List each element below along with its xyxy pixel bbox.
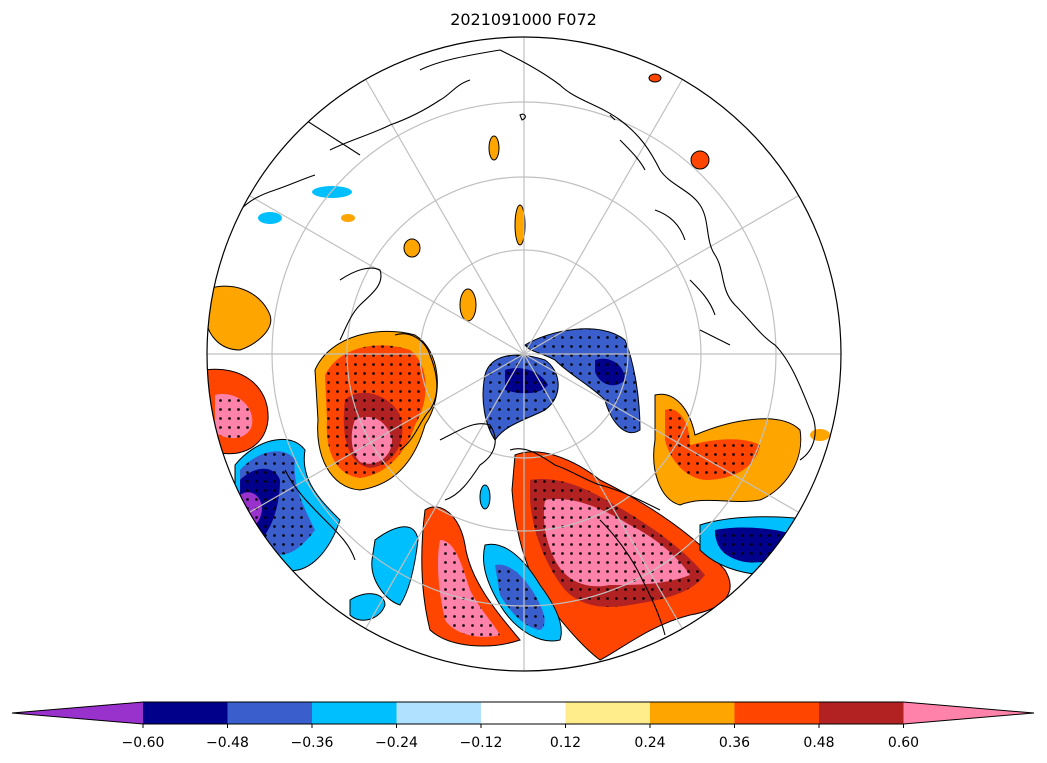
positive-anomaly-small1 — [488, 135, 500, 161]
positive-anomaly-small6 — [648, 73, 662, 83]
significance-stippling — [215, 328, 795, 637]
colorbar-tick-label: 0.24 — [634, 735, 666, 751]
colorbar-swatch — [734, 702, 820, 724]
map-boundary — [206, 36, 842, 672]
colorbar — [11, 701, 1035, 728]
colorbar-tick-label: 0.48 — [803, 735, 835, 751]
colorbar-tick-label: 0.60 — [887, 735, 920, 751]
colorbar-tick-label: −0.12 — [459, 735, 503, 751]
negative-anomaly-small3 — [479, 484, 491, 510]
positive-anomaly-small8 — [341, 214, 355, 222]
colorbar-swatch — [565, 702, 651, 724]
colorbar-swatch — [650, 702, 735, 724]
positive-anomaly-small5 — [690, 150, 710, 170]
colorbar-swatch — [312, 702, 397, 724]
colorbar-swatch — [143, 702, 228, 724]
colorbar-tick-label: −0.60 — [121, 735, 165, 751]
positive-anomaly-small3 — [403, 238, 421, 258]
positive-anomaly-small7 — [810, 429, 830, 441]
negative-anomaly-south3 — [349, 593, 386, 621]
positive-anomaly-small4 — [459, 288, 477, 322]
colorbar-extend-min — [12, 702, 143, 724]
colorbar-swatch — [227, 702, 313, 724]
polar-map — [206, 36, 842, 672]
negative-anomaly-small1 — [312, 186, 352, 198]
positive-anomaly-west — [207, 285, 272, 351]
colorbar-swatch — [481, 702, 566, 724]
map-title: 2021091000 F072 — [450, 10, 597, 29]
coastlines — [239, 49, 816, 636]
colorbar-tick-label: 0.36 — [718, 735, 751, 751]
colorbar-tick-label: −0.48 — [206, 735, 249, 751]
positive-anomaly-small2 — [514, 204, 526, 246]
negative-anomaly-south2 — [371, 526, 419, 606]
colorbar-extend-max — [903, 702, 1034, 724]
colorbar-swatch — [396, 702, 482, 724]
colorbar-tick-label: −0.24 — [375, 735, 418, 751]
graticule — [207, 37, 841, 671]
negative-anomaly-small2 — [258, 212, 282, 224]
colorbar-swatch — [819, 702, 904, 724]
colorbar-tick-label: 0.12 — [549, 735, 582, 751]
colorbar-tick-label: −0.36 — [290, 735, 334, 751]
